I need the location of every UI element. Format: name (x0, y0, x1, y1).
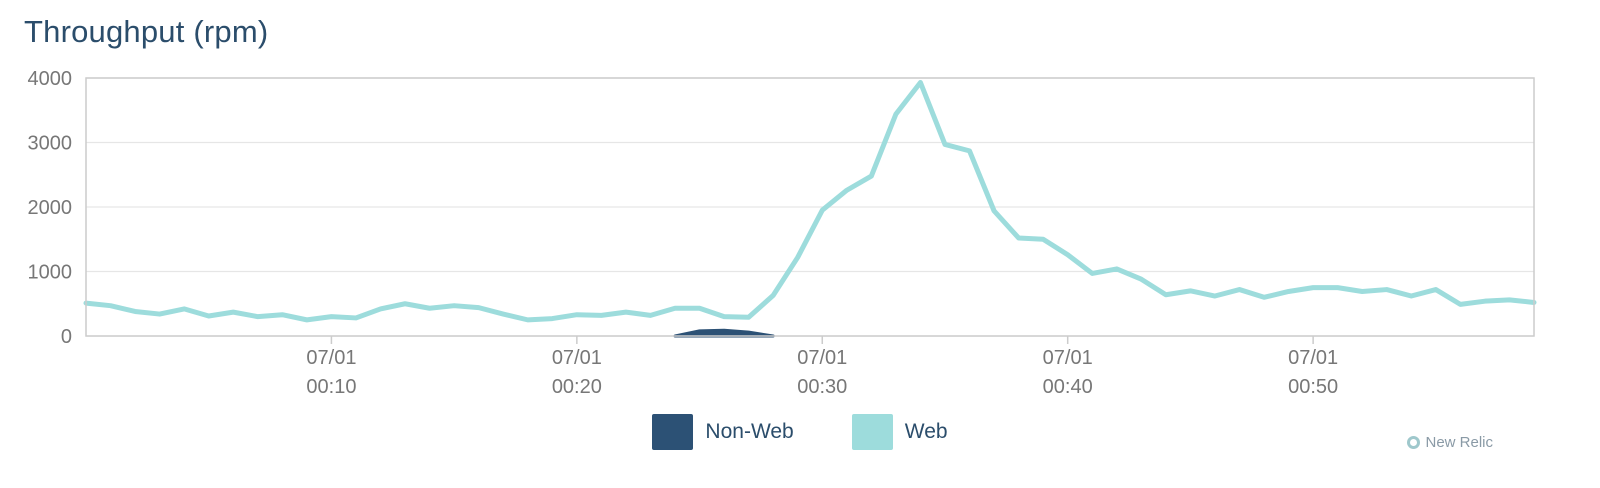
series-lines (83, 80, 1537, 338)
legend-item-non-web[interactable]: Non-Web (652, 414, 794, 450)
y-tick-label: 4000 (28, 68, 73, 90)
x-axis-ticks: 07/01 00:10 07/01 00:20 07/01 00:30 07/01 00:40… (306, 336, 1338, 398)
y-tick-label: 1000 (28, 262, 73, 284)
x-tick-label-time: 00:40 (1043, 376, 1093, 398)
y-tick-label: 3000 (28, 133, 73, 155)
grid-lines (86, 77, 1534, 337)
x-tick-label-time: 00:50 (1288, 376, 1338, 398)
chart-title: Throughput (rpm) (24, 14, 269, 49)
legend: Non-Web Web (0, 414, 1600, 450)
x-tick-label-date: 07/01 (1288, 347, 1338, 369)
legend-swatch-web (851, 414, 893, 450)
y-tick-label: 0 (61, 326, 72, 348)
x-tick-label-date: 07/01 (306, 347, 356, 369)
x-tick-label-date: 07/01 (552, 347, 602, 369)
legend-item-web[interactable]: Web (851, 414, 948, 450)
new-relic-brand: New Relic (1407, 434, 1493, 451)
legend-label-web: Web (904, 420, 948, 443)
legend-label-non-web: Non-Web (705, 420, 794, 443)
x-tick-label-date: 07/01 (1043, 347, 1093, 369)
y-tick-label: 2000 (28, 197, 73, 219)
series-non-web (673, 328, 775, 338)
series-web (83, 80, 1537, 323)
plot-frame (85, 77, 1535, 337)
y-axis-ticks: 0 1000 2000 3000 4000 (28, 68, 73, 348)
x-tick-label-time: 00:10 (306, 376, 356, 398)
x-tick-label-time: 00:30 (797, 376, 847, 398)
new-relic-logo-icon (1407, 436, 1421, 449)
x-tick-label-time: 00:20 (552, 376, 602, 398)
x-tick-label-date: 07/01 (797, 347, 847, 369)
legend-swatch-non-web (652, 414, 694, 450)
brand-label: New Relic (1425, 434, 1493, 451)
